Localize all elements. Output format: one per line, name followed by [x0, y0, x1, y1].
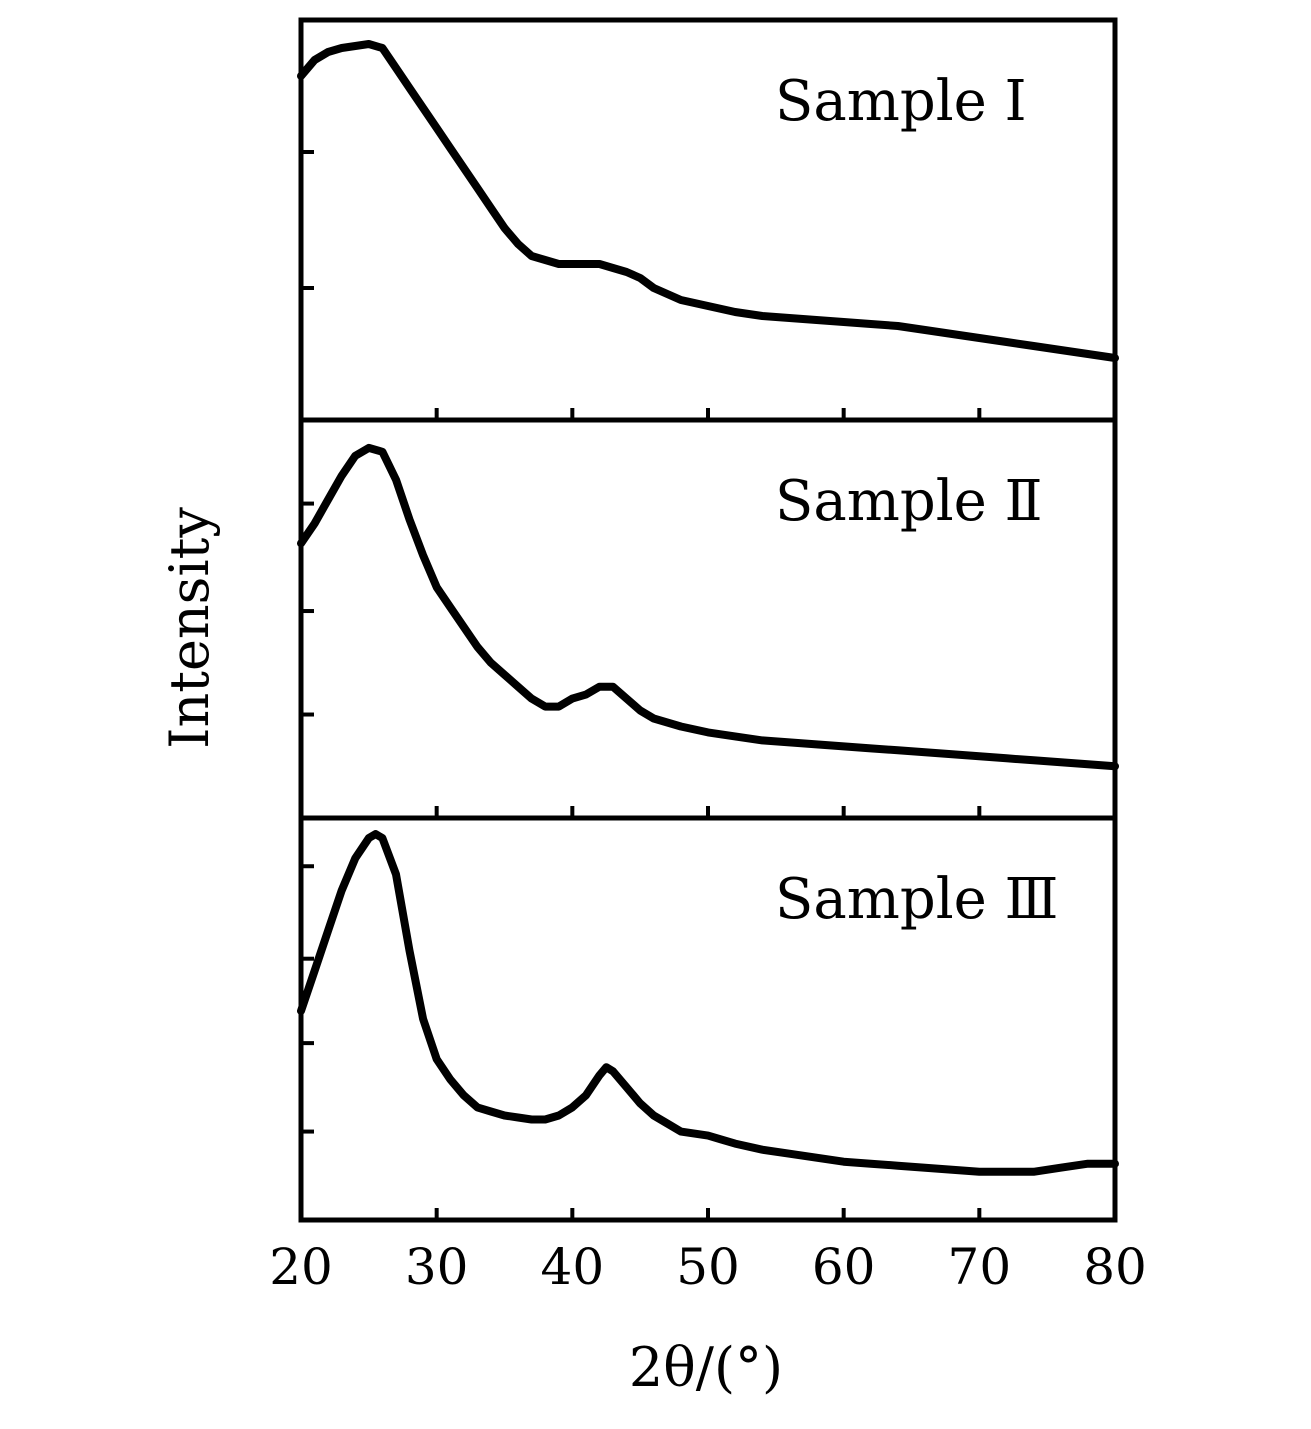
- panel-label: Sample Ⅲ: [775, 867, 1059, 932]
- x-tick-label: 70: [948, 1238, 1012, 1296]
- panel-3: Sample Ⅲ: [297, 815, 1119, 1223]
- chart-panels: Sample Ⅰ Sample Ⅱ Sample Ⅲ: [297, 17, 1119, 1223]
- y-axis-title: Intensity: [158, 507, 221, 749]
- x-tick-label: 80: [1083, 1238, 1147, 1296]
- x-tick-label: 40: [541, 1238, 605, 1296]
- series-line-panel-1: [297, 40, 1119, 362]
- panel-1: Sample Ⅰ: [297, 17, 1119, 423]
- x-axis-title: 2θ/(°): [629, 1336, 783, 1399]
- x-tick-label: 30: [405, 1238, 469, 1296]
- x-axis-tick-labels: 20 30 40 50 60 70 80: [269, 1238, 1147, 1296]
- series-line-panel-3: [297, 830, 1119, 1176]
- panel-label: Sample Ⅱ: [775, 469, 1043, 534]
- series-line-panel-2: [297, 443, 1119, 771]
- panel-label: Sample Ⅰ: [775, 69, 1027, 134]
- x-tick-label: 60: [812, 1238, 876, 1296]
- x-tick-label: 20: [269, 1238, 333, 1296]
- x-tick-label: 50: [676, 1238, 740, 1296]
- panel-2: Sample Ⅱ: [297, 417, 1119, 821]
